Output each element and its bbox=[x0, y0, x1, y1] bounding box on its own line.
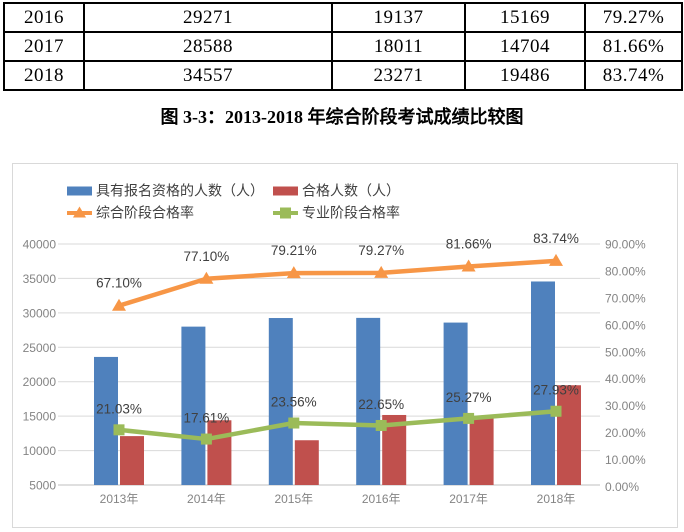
legend-bar-swatch bbox=[67, 186, 92, 196]
results-table: 2016 29271 19137 15169 79.27% 2017 28588 18011 1… bbox=[3, 2, 683, 91]
triangle-marker bbox=[112, 298, 126, 311]
table-cell: 2017 bbox=[3, 31, 85, 62]
data-label: 79.21% bbox=[271, 243, 317, 258]
table-row: 2017 28588 18011 14704 81.66% bbox=[3, 31, 683, 62]
figure-caption: 图 3-3：2013-2018 年综合阶段考试成绩比较图 bbox=[160, 107, 524, 127]
data-label: 79.27% bbox=[358, 243, 404, 258]
legend-square-icon bbox=[280, 207, 291, 219]
right-axis-tick-label: 90.00% bbox=[605, 238, 646, 252]
left-axis-tick-label: 20000 bbox=[23, 375, 57, 389]
legend-triangle-icon bbox=[73, 206, 86, 218]
data-label: 27.93% bbox=[533, 383, 579, 398]
bar-series1-2016年 bbox=[356, 317, 381, 485]
triangle-marker bbox=[461, 259, 476, 272]
left-axis-tick-label: 40000 bbox=[23, 238, 57, 252]
bar-series1-2017年 bbox=[443, 322, 468, 485]
x-axis-label: 2014年 bbox=[187, 492, 226, 506]
legend-label: 具有报名资格的人数（人） bbox=[96, 183, 264, 199]
left-axis-tick-label: 10000 bbox=[23, 444, 57, 458]
x-axis-label: 2018年 bbox=[537, 492, 576, 506]
x-axis-label: 2015年 bbox=[274, 492, 313, 506]
bar-series2-2018年 bbox=[557, 385, 581, 485]
table-row: 2016 29271 19137 15169 79.27% bbox=[3, 2, 683, 33]
data-label: 22.65% bbox=[358, 397, 404, 412]
table-cell: 2016 bbox=[3, 2, 85, 33]
square-marker bbox=[113, 424, 125, 436]
right-axis-tick-label: 80.00% bbox=[605, 264, 646, 278]
table-cell: 19486 bbox=[464, 60, 586, 91]
right-axis-tick-label: 10.00% bbox=[605, 453, 646, 467]
bar-series2-2015年 bbox=[294, 440, 319, 485]
square-marker bbox=[288, 417, 300, 429]
x-axis-label: 2013年 bbox=[100, 492, 139, 506]
left-axis-tick-label: 15000 bbox=[23, 410, 57, 424]
right-axis-tick-label: 50.00% bbox=[605, 345, 646, 359]
right-axis-tick-label: 30.00% bbox=[605, 399, 646, 413]
left-axis-tick-label: 30000 bbox=[23, 306, 57, 320]
table-cell: 18011 bbox=[331, 31, 466, 62]
table-cell: 28588 bbox=[83, 31, 333, 62]
right-axis-tick-label: 20.00% bbox=[605, 426, 646, 440]
bar-series2-2014年 bbox=[207, 420, 232, 485]
bar-series1-2014年 bbox=[181, 326, 206, 485]
bar-series2-2013年 bbox=[120, 436, 144, 485]
square-marker bbox=[200, 433, 212, 445]
table-cell: 79.27% bbox=[584, 2, 683, 33]
bar-series2-2017年 bbox=[469, 418, 494, 485]
bar-series1-2015年 bbox=[268, 318, 293, 485]
table-cell: 83.74% bbox=[584, 60, 683, 91]
data-label: 21.03% bbox=[96, 401, 142, 416]
table-cell: 14704 bbox=[464, 31, 586, 62]
table-cell: 81.66% bbox=[584, 31, 683, 62]
legend-bar-swatch bbox=[273, 186, 298, 196]
data-label: 81.66% bbox=[446, 236, 492, 251]
data-label: 23.56% bbox=[271, 395, 317, 410]
bar-series1-2018年 bbox=[531, 281, 555, 485]
right-axis-tick-label: 0.00% bbox=[605, 480, 639, 494]
table-cell: 29271 bbox=[83, 2, 333, 33]
triangle-marker bbox=[549, 253, 563, 266]
line-square bbox=[116, 408, 559, 442]
line-triangle bbox=[116, 258, 559, 308]
data-label: 67.10% bbox=[96, 276, 142, 291]
square-marker bbox=[550, 405, 562, 417]
data-label: 83.74% bbox=[533, 231, 579, 246]
x-axis-label: 2017年 bbox=[449, 492, 488, 506]
legend-label: 合格人数（人） bbox=[302, 183, 400, 199]
triangle-marker bbox=[286, 266, 301, 279]
left-axis-tick-label: 25000 bbox=[23, 341, 57, 355]
square-marker bbox=[375, 419, 387, 431]
chart-frame: 5000 10000 15000 20000 25000 30000 35000 40000 0… bbox=[12, 163, 678, 528]
data-label: 17.61% bbox=[184, 411, 230, 426]
triangle-marker bbox=[374, 265, 389, 278]
left-axis-tick-label: 35000 bbox=[23, 272, 57, 286]
table-row: 2018 34557 23271 19486 83.74% bbox=[3, 60, 683, 91]
legend-label: 专业阶段合格率 bbox=[302, 205, 400, 221]
legend-label: 综合阶段合格率 bbox=[96, 205, 194, 221]
table-cell: 15169 bbox=[464, 2, 586, 33]
table-cell: 19137 bbox=[331, 2, 466, 33]
square-marker bbox=[463, 412, 475, 424]
triangle-marker bbox=[199, 271, 214, 284]
left-axis-tick-label: 5000 bbox=[29, 479, 56, 493]
right-axis-tick-label: 40.00% bbox=[605, 372, 646, 386]
right-axis-tick-label: 60.00% bbox=[605, 318, 646, 332]
right-axis-tick-label: 70.00% bbox=[605, 291, 646, 305]
table-cell: 2018 bbox=[3, 60, 85, 91]
x-axis-label: 2016年 bbox=[362, 492, 401, 506]
results-table-body: 2016 29271 19137 15169 79.27% 2017 28588 18011 1… bbox=[3, 2, 683, 91]
data-label: 77.10% bbox=[184, 249, 230, 264]
bar-series1-2013年 bbox=[94, 356, 118, 485]
combo-chart: 5000 10000 15000 20000 25000 30000 35000 40000 0… bbox=[23, 183, 646, 507]
data-label: 25.27% bbox=[446, 390, 492, 405]
table-cell: 23271 bbox=[331, 60, 466, 91]
table-cell: 34557 bbox=[83, 60, 333, 91]
